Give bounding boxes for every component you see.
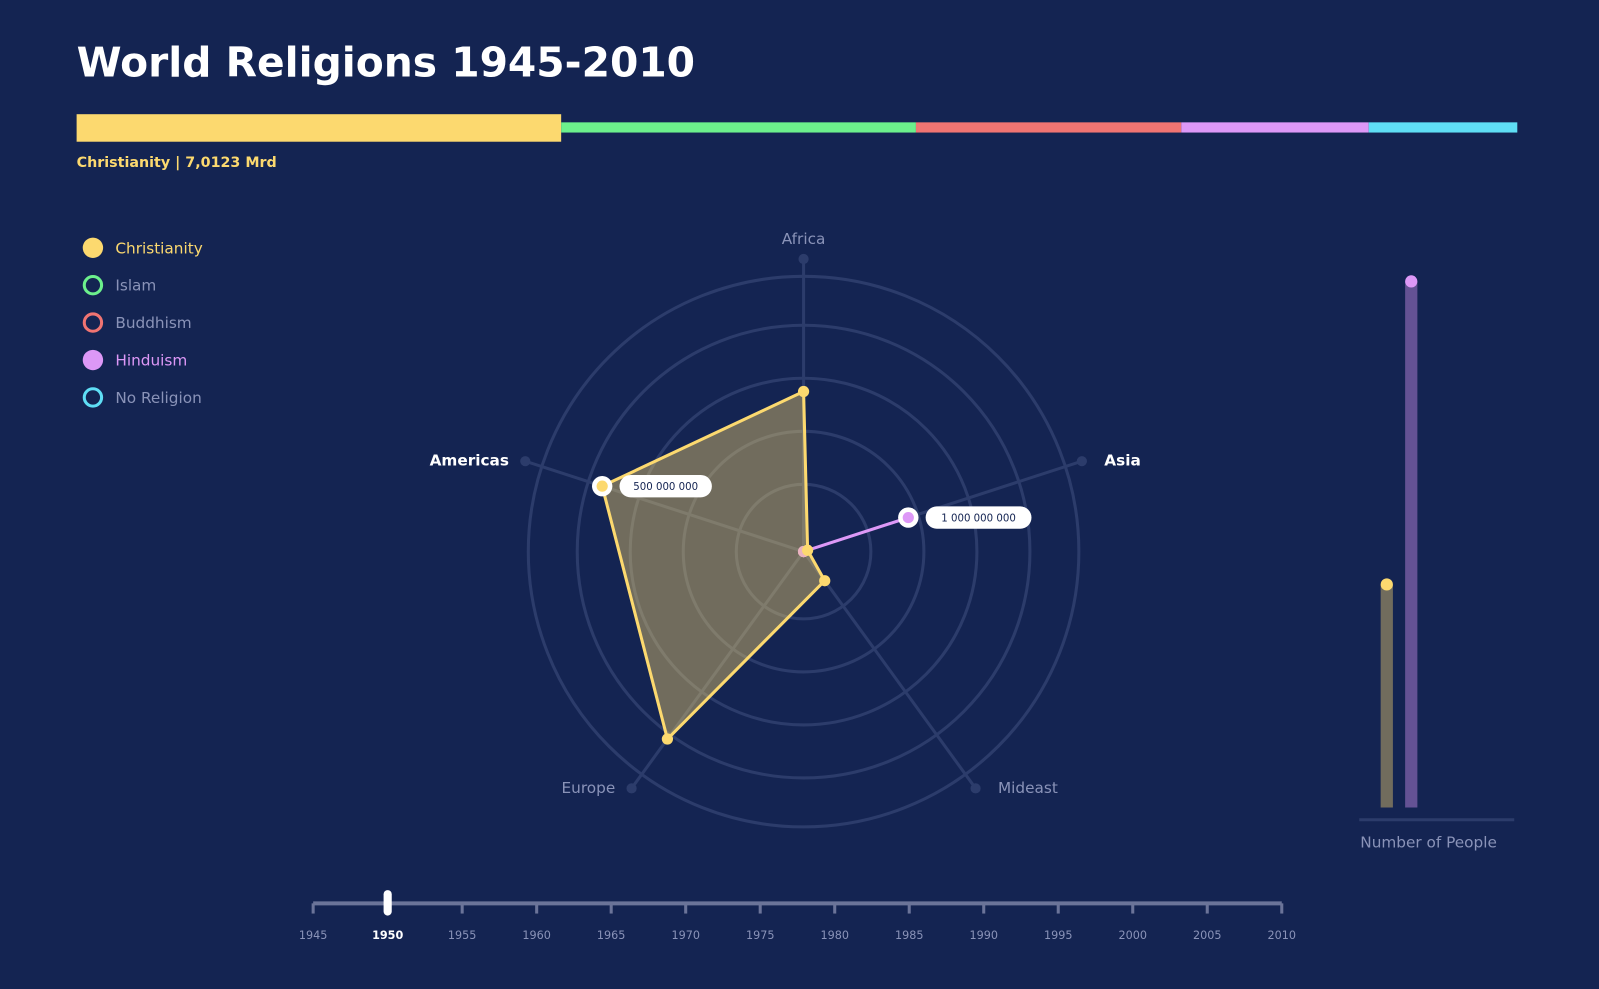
- radar-category: Mideast: [998, 779, 1058, 797]
- timeline-label[interactable]: 1970: [671, 929, 700, 942]
- radar-axis-end: [520, 456, 531, 467]
- timeline-label[interactable]: 1995: [1044, 929, 1073, 942]
- radar-category: Americas: [430, 452, 509, 470]
- value-pill: [619, 474, 712, 498]
- radar-point[interactable]: [801, 544, 814, 556]
- radar-point[interactable]: [902, 511, 914, 524]
- legend-marker[interactable]: [82, 349, 104, 371]
- legend-label[interactable]: No Religion: [115, 389, 201, 407]
- timeline-handle[interactable]: [383, 890, 392, 916]
- radar-axis: [802, 550, 977, 790]
- radar-axis: [524, 459, 805, 554]
- bar-cap: [1405, 275, 1418, 288]
- value-pill: [925, 506, 1032, 529]
- timeline-label[interactable]: 1960: [522, 929, 551, 942]
- value-label: 500 000 000: [633, 482, 698, 493]
- share-segment[interactable]: [915, 122, 1182, 133]
- timeline-label[interactable]: 2000: [1118, 929, 1147, 942]
- timeline-label[interactable]: 1980: [820, 929, 849, 942]
- radar-point[interactable]: [819, 575, 831, 587]
- bar-cap: [1380, 578, 1393, 591]
- radar-area: [600, 389, 827, 741]
- legend-label[interactable]: Islam: [115, 277, 156, 295]
- bar[interactable]: [1380, 584, 1393, 808]
- legend-marker[interactable]: [82, 312, 104, 333]
- radar-point[interactable]: [661, 733, 674, 745]
- timeline-label[interactable]: 1945: [299, 929, 328, 942]
- radar-point[interactable]: [797, 385, 810, 398]
- bar[interactable]: [1405, 281, 1418, 808]
- title: World Religions 1945-2010: [77, 38, 695, 86]
- radar-area: [802, 516, 910, 554]
- bar-axis-label: Number of People: [1360, 834, 1497, 852]
- timeline-label[interactable]: 1955: [448, 929, 477, 942]
- share-label: Christianity | 7,0123 Mrd: [77, 155, 277, 171]
- timeline-label[interactable]: 1950: [372, 929, 403, 942]
- radar-category: Asia: [1104, 452, 1140, 470]
- timeline-label[interactable]: 2010: [1268, 929, 1297, 942]
- radar-axis-end: [626, 783, 637, 794]
- timeline-label[interactable]: 2005: [1193, 929, 1222, 942]
- share-segment[interactable]: [1368, 122, 1518, 133]
- timeline-label[interactable]: 1975: [746, 929, 775, 942]
- radar-axis-end: [1076, 456, 1087, 467]
- radar-axis: [630, 550, 805, 790]
- radar-category: Africa: [782, 230, 826, 248]
- radar-axis-end: [970, 783, 981, 794]
- timeline-label[interactable]: 1990: [969, 929, 998, 942]
- share-segment[interactable]: [1181, 122, 1369, 133]
- radar-category: Europe: [562, 779, 616, 797]
- legend-marker[interactable]: [82, 274, 104, 296]
- share-segment[interactable]: [76, 114, 562, 142]
- share-segment[interactable]: [561, 122, 916, 133]
- timeline-label[interactable]: 1965: [597, 929, 626, 942]
- radar-point[interactable]: [596, 480, 608, 492]
- value-label: 1 000 000 000: [941, 514, 1016, 525]
- legend-label[interactable]: Hinduism: [115, 352, 187, 370]
- legend-label[interactable]: Christianity: [115, 239, 202, 257]
- timeline-label[interactable]: 1985: [895, 929, 924, 942]
- legend-label[interactable]: Buddhism: [115, 314, 191, 332]
- legend-marker[interactable]: [82, 237, 104, 258]
- legend-marker[interactable]: [82, 387, 104, 408]
- radar-axis-end: [798, 253, 809, 265]
